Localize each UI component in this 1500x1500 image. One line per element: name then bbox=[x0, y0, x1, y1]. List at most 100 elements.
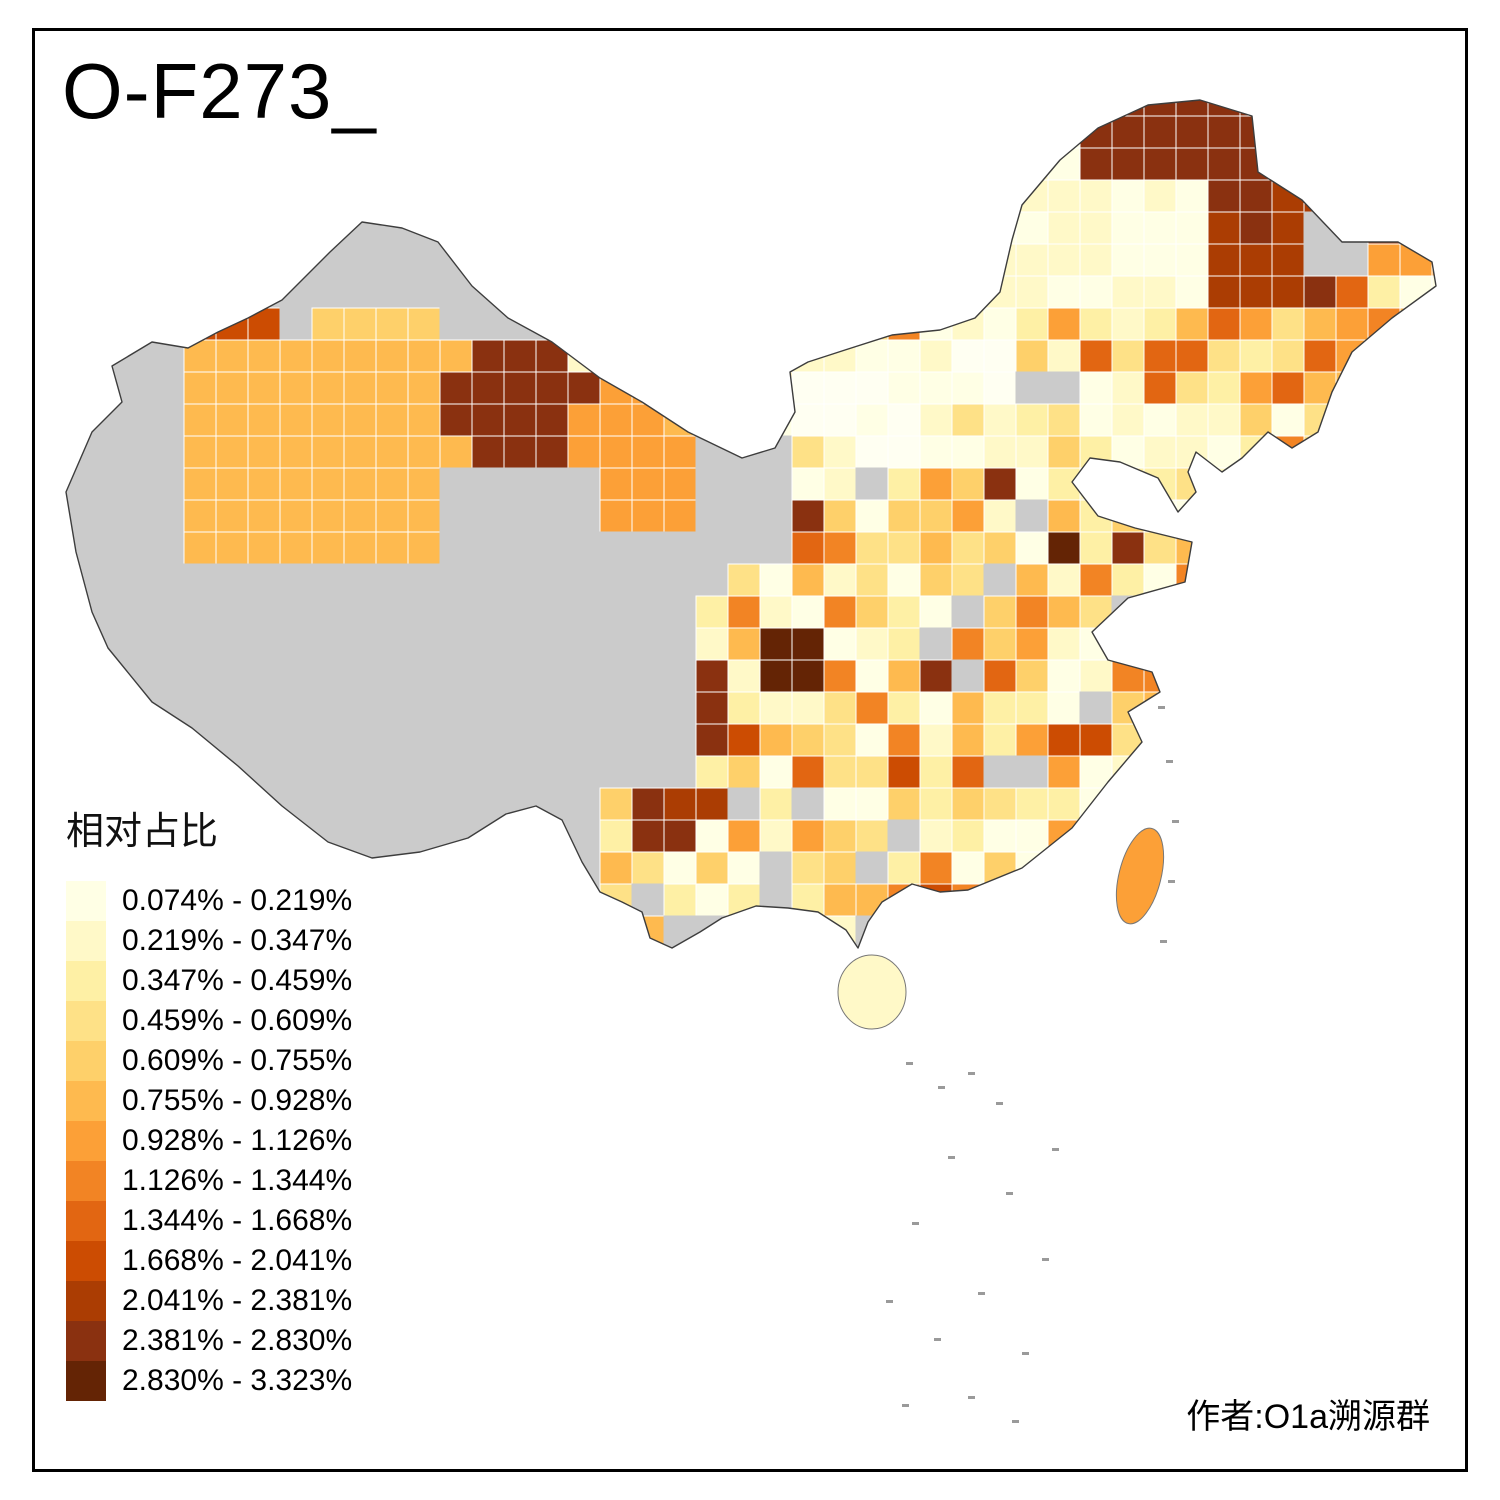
legend-swatch bbox=[66, 1161, 106, 1201]
prefecture-cell bbox=[1111, 627, 1145, 661]
prefecture-cell bbox=[567, 243, 601, 277]
prefecture-cell bbox=[343, 371, 377, 405]
prefecture-cell bbox=[1111, 499, 1145, 533]
prefecture-cell bbox=[1239, 211, 1273, 245]
prefecture-cell bbox=[887, 147, 921, 181]
prefecture-cell bbox=[1399, 179, 1433, 213]
prefecture-cell bbox=[183, 691, 217, 725]
prefecture-cell bbox=[1207, 115, 1241, 149]
prefecture-cell bbox=[887, 275, 921, 309]
prefecture-cell bbox=[568, 1044, 600, 1076]
prefecture-cell bbox=[311, 307, 345, 341]
prefecture-cell bbox=[791, 915, 825, 948]
prefecture-cell bbox=[1431, 531, 1436, 565]
sea-islet-mark bbox=[912, 1222, 919, 1225]
legend-label: 0.459% - 0.609% bbox=[122, 1004, 353, 1037]
prefecture-cell bbox=[791, 659, 825, 693]
prefecture-cell bbox=[791, 595, 825, 629]
prefecture-cell bbox=[759, 100, 793, 117]
prefecture-cell bbox=[599, 371, 633, 405]
prefecture-cell bbox=[1015, 339, 1049, 373]
prefecture-cell bbox=[535, 915, 569, 948]
prefecture-cell bbox=[1303, 819, 1337, 853]
prefecture-cell bbox=[1143, 403, 1177, 437]
sea-islet-mark bbox=[1022, 1352, 1029, 1355]
prefecture-cell bbox=[695, 595, 729, 629]
prefecture-cell bbox=[1143, 467, 1177, 501]
prefecture-cell bbox=[600, 1012, 632, 1044]
prefecture-cell bbox=[279, 659, 313, 693]
prefecture-cell bbox=[1079, 339, 1113, 373]
prefecture-cell bbox=[1207, 211, 1241, 245]
prefecture-cell bbox=[599, 211, 633, 245]
prefecture-cell bbox=[183, 531, 217, 565]
prefecture-cell bbox=[375, 563, 409, 597]
prefecture-cell bbox=[440, 1044, 472, 1076]
prefecture-cell bbox=[407, 915, 441, 948]
prefecture-cell bbox=[1239, 659, 1273, 693]
prefecture-cell bbox=[151, 147, 185, 181]
prefecture-cell bbox=[1271, 403, 1305, 437]
prefecture-cell bbox=[1335, 211, 1369, 245]
prefecture-cell bbox=[791, 499, 825, 533]
prefecture-cell bbox=[439, 531, 473, 565]
prefecture-cell bbox=[823, 435, 857, 469]
prefecture-cell bbox=[887, 563, 921, 597]
prefecture-cell bbox=[119, 723, 153, 757]
prefecture-cell bbox=[823, 100, 857, 117]
prefecture-cell bbox=[631, 755, 665, 789]
sea-islet-mark bbox=[902, 1404, 909, 1407]
prefecture-cell bbox=[855, 243, 889, 277]
prefecture-cell bbox=[407, 211, 441, 245]
prefecture-cell bbox=[343, 691, 377, 725]
sea-islet-mark bbox=[1168, 880, 1175, 883]
prefecture-cell bbox=[1175, 723, 1209, 757]
prefecture-cell bbox=[66, 243, 89, 277]
sea-islet-mark bbox=[934, 1338, 941, 1341]
prefecture-cell bbox=[1079, 275, 1113, 309]
prefecture-cell bbox=[66, 691, 89, 725]
prefecture-cell bbox=[1207, 179, 1241, 213]
prefecture-cell bbox=[1399, 115, 1433, 149]
prefecture-cell bbox=[1367, 787, 1401, 821]
prefecture-cell bbox=[1271, 115, 1305, 149]
prefecture-cell bbox=[695, 627, 729, 661]
prefecture-cell bbox=[631, 595, 665, 629]
prefecture-cell bbox=[1111, 531, 1145, 565]
prefecture-cell bbox=[1240, 1012, 1272, 1044]
prefecture-cell bbox=[695, 531, 729, 565]
prefecture-cell bbox=[471, 947, 505, 948]
prefecture-cell bbox=[1240, 980, 1272, 1012]
prefecture-cell bbox=[983, 371, 1017, 405]
prefecture-cell bbox=[1239, 467, 1273, 501]
prefecture-cell bbox=[1239, 115, 1273, 149]
prefecture-cell bbox=[1303, 211, 1337, 245]
prefecture-cell bbox=[535, 819, 569, 853]
prefecture-cell bbox=[375, 307, 409, 341]
prefecture-cell bbox=[1431, 755, 1436, 789]
prefecture-cell bbox=[727, 947, 761, 948]
prefecture-cell bbox=[1016, 1012, 1048, 1044]
prefecture-cell bbox=[727, 787, 761, 821]
prefecture-cell bbox=[87, 435, 121, 469]
prefecture-cell bbox=[1143, 915, 1177, 948]
prefecture-cell bbox=[695, 467, 729, 501]
prefecture-cell bbox=[951, 819, 985, 853]
prefecture-cell bbox=[631, 627, 665, 661]
prefecture-cell bbox=[407, 659, 441, 693]
prefecture-cell bbox=[119, 179, 153, 213]
prefecture-cell bbox=[1367, 403, 1401, 437]
prefecture-cell bbox=[1079, 403, 1113, 437]
prefecture-cell bbox=[279, 595, 313, 629]
legend-label: 1.668% - 2.041% bbox=[122, 1244, 353, 1277]
prefecture-cell bbox=[1239, 883, 1273, 917]
prefecture-cell bbox=[439, 851, 473, 885]
sea-islet-mark bbox=[948, 1156, 955, 1159]
prefecture-cell bbox=[66, 531, 89, 565]
prefecture-cell bbox=[663, 243, 697, 277]
prefecture-cell bbox=[919, 947, 953, 948]
prefecture-cell bbox=[1207, 691, 1241, 725]
prefecture-cell bbox=[727, 467, 761, 501]
prefecture-cell bbox=[375, 787, 409, 821]
prefecture-cell bbox=[183, 499, 217, 533]
